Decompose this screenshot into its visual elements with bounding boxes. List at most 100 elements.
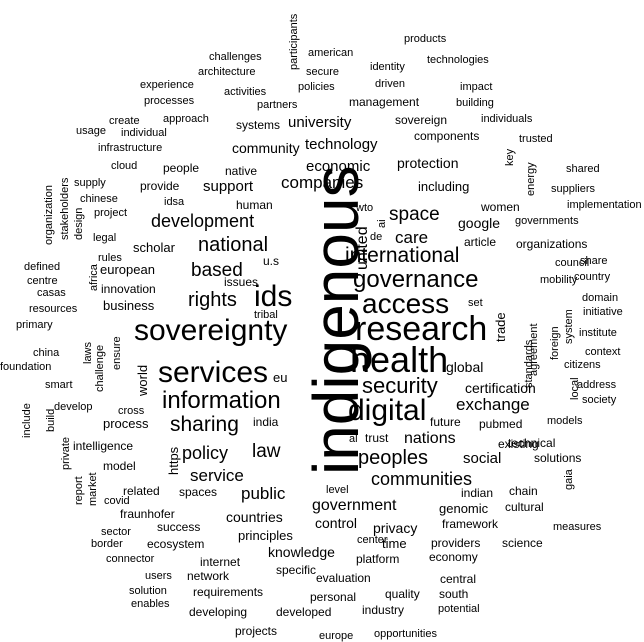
word-global: global bbox=[446, 359, 483, 375]
word-innovation: innovation bbox=[101, 282, 156, 296]
word-center: center bbox=[357, 534, 388, 546]
word-native: native bbox=[225, 164, 257, 178]
word-future: future bbox=[430, 415, 461, 429]
word-personal: personal bbox=[310, 590, 356, 604]
word-wto: wto bbox=[355, 202, 373, 214]
word-participants: participants bbox=[288, 13, 300, 70]
word-organizations: organizations bbox=[516, 237, 587, 251]
word-mobility: mobility bbox=[540, 274, 578, 286]
word-scholar: scholar bbox=[133, 240, 176, 255]
word-infrastructure: infrastructure bbox=[98, 142, 162, 154]
word-individual: individual bbox=[121, 127, 167, 139]
word-initiative: initiative bbox=[583, 306, 623, 318]
word-requirements: requirements bbox=[193, 585, 263, 599]
word-provide: provide bbox=[140, 179, 180, 193]
word-university: university bbox=[288, 114, 352, 131]
word-based: based bbox=[191, 260, 243, 281]
word-digital: digital bbox=[348, 394, 426, 427]
word-idsa: idsa bbox=[164, 196, 185, 208]
word-resources: resources bbox=[29, 303, 78, 315]
word-success: success bbox=[157, 520, 200, 534]
word-building: building bbox=[456, 97, 494, 109]
word-platform: platform bbox=[356, 552, 399, 566]
word-service: service bbox=[190, 466, 244, 485]
word-industry: industry bbox=[362, 603, 404, 617]
word-central: central bbox=[440, 572, 476, 586]
word-trusted: trusted bbox=[519, 133, 553, 145]
word-fraunhofer: fraunhofer bbox=[120, 507, 175, 521]
word-projects: projects bbox=[235, 624, 277, 638]
word-supply: supply bbox=[74, 177, 106, 189]
word-research: research bbox=[355, 310, 487, 348]
word-challenge: challenge bbox=[94, 345, 106, 392]
word-specific: specific bbox=[276, 563, 316, 577]
word-sovereign: sovereign bbox=[395, 113, 447, 127]
word-companies: companies bbox=[281, 173, 363, 192]
word-activities: activities bbox=[224, 86, 267, 98]
word-rules: rules bbox=[98, 252, 122, 264]
word-cultural: cultural bbox=[505, 500, 544, 514]
word-stakeholders: stakeholders bbox=[59, 177, 71, 240]
word-challenges: challenges bbox=[209, 51, 262, 63]
word-principles: principles bbox=[238, 528, 293, 543]
word-set: set bbox=[468, 297, 483, 309]
word-key: key bbox=[504, 148, 516, 166]
word-casas: casas bbox=[37, 287, 66, 299]
word-time: time bbox=[382, 536, 407, 551]
word-implementation: implementation bbox=[567, 199, 642, 211]
word-issues: issues bbox=[224, 275, 258, 289]
word-quality: quality bbox=[385, 587, 420, 601]
word-network: network bbox=[187, 569, 230, 583]
word-internet: internet bbox=[200, 555, 241, 569]
word-systems: systems bbox=[236, 118, 280, 132]
word-processes: processes bbox=[144, 95, 195, 107]
word-https: https bbox=[166, 446, 181, 475]
word-providers: providers bbox=[431, 536, 480, 550]
word-share: share bbox=[580, 255, 608, 267]
word-driven: driven bbox=[375, 78, 405, 90]
word-china: china bbox=[33, 347, 60, 359]
word-south: south bbox=[439, 587, 468, 601]
word-private: private bbox=[60, 437, 72, 470]
word-people: people bbox=[163, 161, 199, 175]
word-partners: partners bbox=[257, 99, 298, 111]
word-shared: shared bbox=[566, 163, 600, 175]
word-level: level bbox=[326, 484, 349, 496]
word-united: united bbox=[354, 226, 371, 270]
word-ids: ids bbox=[254, 280, 292, 313]
word-human: human bbox=[236, 198, 273, 212]
word-design: design bbox=[73, 208, 85, 240]
word-solution: solution bbox=[129, 585, 167, 597]
word-sovereignty: sovereignty bbox=[134, 314, 287, 347]
word-opportunities: opportunities bbox=[374, 628, 437, 640]
word-privacy: privacy bbox=[373, 520, 417, 536]
word-system: system bbox=[563, 309, 575, 344]
word-ecosystem: ecosystem bbox=[147, 537, 204, 551]
word-potential: potential bbox=[438, 603, 480, 615]
word-u-s: u.s bbox=[263, 254, 279, 268]
word-developing: developing bbox=[189, 605, 247, 619]
word-policies: policies bbox=[298, 81, 335, 93]
word-health: health bbox=[350, 339, 448, 380]
word-de: de bbox=[370, 231, 382, 243]
word-domain: domain bbox=[582, 292, 618, 304]
word-individuals: individuals bbox=[481, 113, 533, 125]
word-primary: primary bbox=[16, 319, 53, 331]
word-europe: europe bbox=[319, 630, 353, 642]
word-covid: covid bbox=[104, 495, 130, 507]
word-enables: enables bbox=[131, 598, 170, 610]
word-council: council bbox=[555, 257, 589, 269]
word-chain: chain bbox=[509, 484, 538, 498]
word-including: including bbox=[418, 179, 469, 194]
word-standards: standards bbox=[523, 339, 535, 388]
word-access: access bbox=[362, 288, 449, 319]
word-services: services bbox=[158, 356, 268, 389]
word-citizens: citizens bbox=[564, 359, 601, 371]
word-tribal: tribal bbox=[254, 309, 278, 321]
word-intelligence: intelligence bbox=[73, 439, 133, 453]
word-chinese: chinese bbox=[80, 193, 118, 205]
word-rights: rights bbox=[188, 289, 237, 311]
word-laws: laws bbox=[82, 341, 94, 364]
word-trade: trade bbox=[493, 312, 508, 342]
word-energy: energy bbox=[525, 162, 537, 196]
